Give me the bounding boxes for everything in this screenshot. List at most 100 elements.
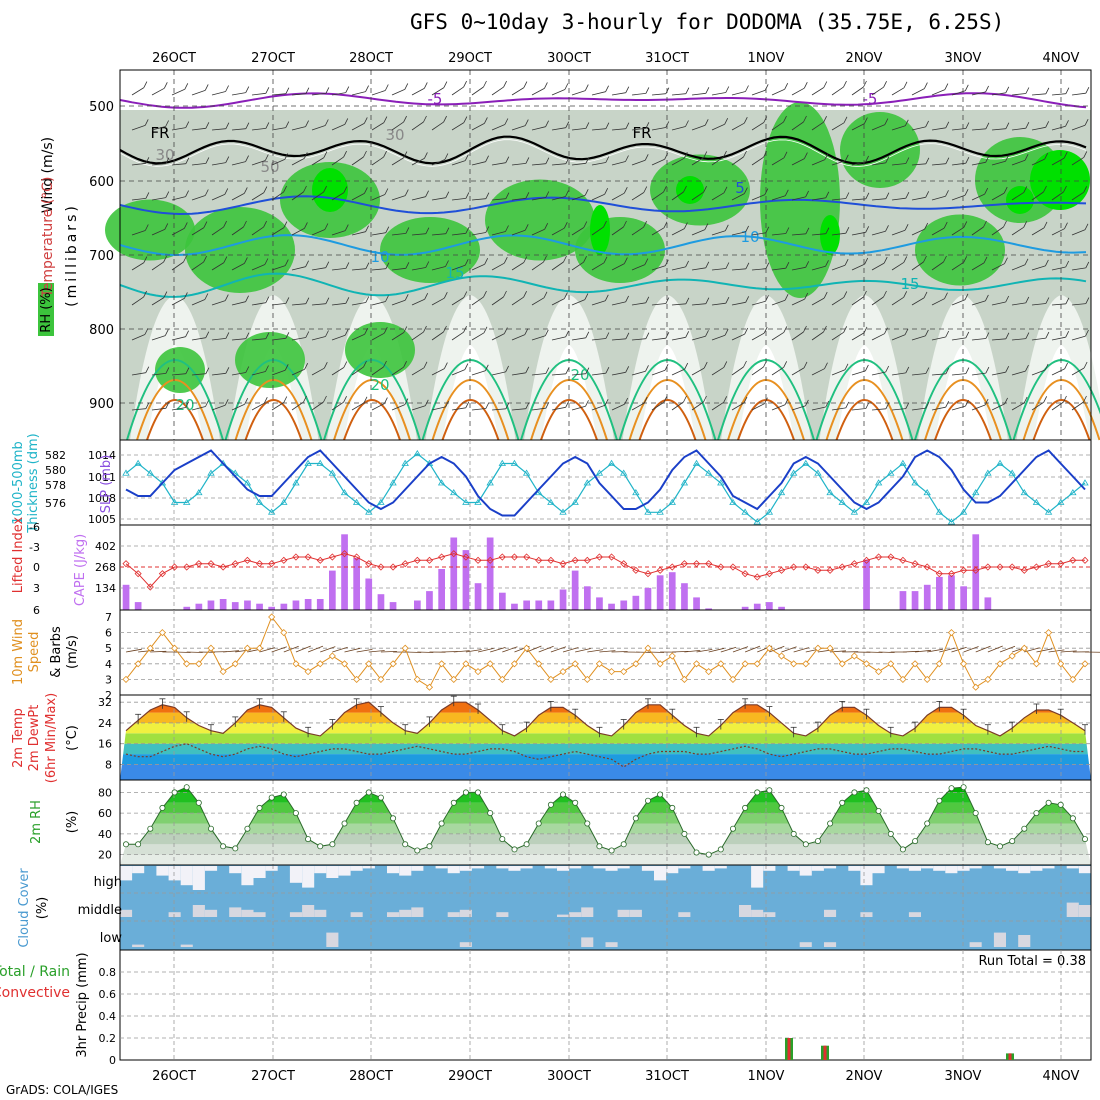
wind10-marker [158, 629, 166, 637]
wind-barb-flag [343, 396, 347, 403]
wind-barb [1031, 93, 1046, 96]
thickness-marker [1081, 479, 1089, 486]
wind-barb-flag [684, 222, 688, 229]
wind-barb [1051, 125, 1066, 131]
wind-barb-flag [485, 226, 490, 233]
wind-barb [331, 230, 346, 236]
wind-barb-flag [1085, 297, 1090, 304]
rh2m-marker [790, 830, 797, 837]
temperature-contour [323, 359, 421, 441]
wind-barb-flag [863, 290, 867, 298]
thickness-marker [632, 488, 640, 496]
rh2m-marker [207, 825, 214, 832]
wind-barb-flag [1043, 221, 1048, 229]
wind-barb [991, 371, 1006, 376]
wind-barb [951, 337, 966, 341]
wind-barb-flag [985, 85, 989, 93]
temperature-contour [146, 399, 204, 441]
cloud-high-block [132, 866, 145, 874]
wind-barb [991, 226, 1004, 236]
wind-barb-flag [1084, 223, 1089, 230]
wind-barb-flag [825, 400, 830, 408]
wind10-marker [438, 660, 446, 668]
wind10-barb [684, 650, 701, 653]
wind10-barb [320, 646, 336, 653]
wind-barb [791, 87, 805, 96]
wind-barb [991, 301, 1006, 306]
wind-barb [1051, 228, 1065, 236]
wind-barb-flag [145, 402, 150, 409]
wind-barb-flag [883, 290, 887, 298]
wind-barb-flag [583, 256, 587, 263]
wind-barb [131, 372, 146, 376]
wind-barb [911, 335, 926, 341]
wind-barb-flag [343, 186, 348, 193]
wind-barb [731, 333, 745, 341]
wind-barb-flag [424, 293, 429, 300]
wind10-marker [498, 675, 506, 683]
thickness-marker [328, 469, 337, 476]
cloud-middle-block [241, 909, 254, 917]
wind-barb [731, 231, 746, 236]
wind-barb-flag [885, 225, 889, 232]
li-marker [911, 560, 919, 568]
wind-barb-flag [463, 291, 468, 298]
wind-barb [391, 157, 405, 166]
cape-bar [389, 602, 397, 610]
cloud-middle-block [678, 912, 691, 917]
wind-barb [471, 332, 485, 341]
wind-barb [511, 87, 525, 96]
wind-barb-flag [584, 84, 589, 91]
thickness-marker [462, 498, 470, 505]
bottom-date-label: 3NOV [945, 1069, 982, 1084]
rh2m-marker [1021, 825, 1028, 832]
wind-barb-flag [1064, 362, 1068, 370]
wind-barb [831, 160, 846, 166]
wind-barb-flag [465, 192, 470, 199]
temp2m-tick-label: 32 [98, 696, 112, 709]
cloud-high-block [1042, 866, 1055, 869]
wind-barb-flag [645, 365, 649, 372]
li-marker [850, 560, 858, 568]
wind-barb [1011, 93, 1026, 96]
wind-barb [251, 192, 265, 201]
wind10-marker [134, 660, 142, 668]
wind-barb [191, 299, 206, 306]
wind-barb [211, 372, 226, 376]
wind-barb-flag [784, 189, 789, 196]
wind-barb [971, 262, 985, 271]
wind-barb [1031, 265, 1046, 271]
cape-bar [911, 591, 919, 610]
li-marker [838, 563, 846, 571]
wind-barb-flag [685, 120, 689, 127]
wind-barb [471, 123, 485, 131]
li-marker [1081, 556, 1089, 564]
contour-label: -5 [863, 90, 878, 108]
rh2m-marker [535, 820, 542, 827]
wind10-marker [365, 660, 373, 668]
wind-barb [851, 86, 864, 96]
wind-barb [391, 332, 405, 341]
wind-barb-flag [745, 225, 749, 233]
wind-barb [911, 407, 926, 411]
wind-barb [511, 197, 526, 201]
wind-barb-flag [564, 292, 568, 299]
wind-barb-flag [724, 118, 729, 125]
rh2m-marker [292, 810, 299, 817]
wind-barb [531, 163, 546, 166]
wind10-marker [765, 644, 773, 652]
temp2m-ylabel-3: (6hr Min/Max) [44, 693, 59, 783]
wind10-marker [462, 660, 470, 668]
thickness-marker [352, 498, 361, 505]
rh2m-marker [705, 851, 712, 858]
rh2m-marker [390, 815, 397, 822]
wind-barb-flag [945, 190, 949, 197]
wind-barb-flag [365, 262, 370, 269]
wind-barb-flag [645, 296, 650, 303]
wind-barb-flag [823, 325, 827, 333]
wind-barb [371, 90, 386, 96]
wind-barb [791, 367, 805, 376]
wind-barb-flag [365, 296, 370, 303]
wind-barb [691, 367, 705, 376]
